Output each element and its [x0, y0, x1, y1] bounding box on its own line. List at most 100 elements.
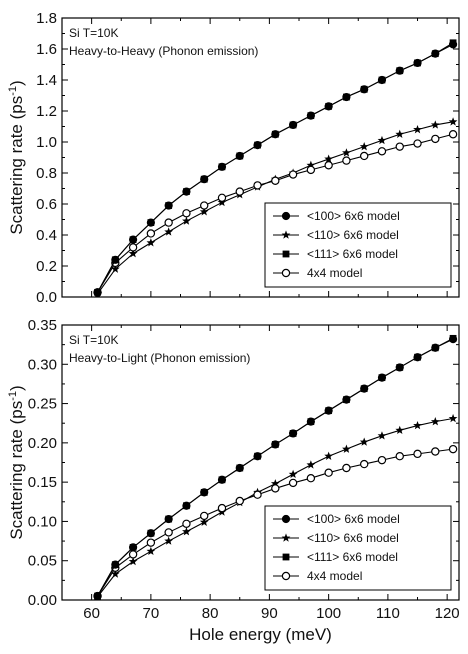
- chart-1-y-tick-label: 0.8: [36, 165, 57, 182]
- chart-2-data-point: [378, 374, 386, 382]
- chart-2-legend-marker: [282, 553, 290, 561]
- chart-2-data-point: [324, 451, 334, 460]
- chart-1-legend-label: <110> 6x6 model: [307, 228, 399, 242]
- chart-1-annotation-line: Heavy-to-Heavy (Phonon emission): [69, 44, 258, 58]
- chart-1-y-axis-label-main: Scattering rate (ps: [7, 96, 26, 235]
- chart-1-legend-label: <100> 6x6 model: [307, 209, 400, 223]
- chart-2-y-tick-label: 0.30: [28, 356, 57, 373]
- chart-2-data-point: [129, 543, 137, 551]
- chart-2-data-point: [413, 420, 422, 430]
- chart-2-data-point: [360, 385, 368, 393]
- chart-1-data-point: [217, 193, 227, 202]
- chart-1-data-point: [288, 170, 298, 179]
- chart-2-legend-label: 4x4 model: [307, 569, 362, 583]
- chart-2-data-point: [289, 430, 297, 437]
- chart-2-data-point: [147, 529, 155, 537]
- chart-2-data-point: [164, 536, 174, 545]
- chart-2-x-tick-label: 70: [143, 605, 160, 622]
- chart-2-x-tick-label: 110: [376, 605, 400, 622]
- chart-2-x-tick-label: 80: [202, 605, 219, 622]
- chart-2-x-tick-label: 120: [435, 605, 460, 622]
- chart-2-data-point: [146, 538, 156, 547]
- chart-1-y-axis-label-close: ): [7, 80, 26, 86]
- chart-1-data-point: [307, 112, 315, 120]
- chart-1-data-point: [306, 165, 316, 175]
- chart-2-data-point: [128, 550, 138, 559]
- chart-2-data-point: [431, 447, 440, 456]
- chart-2-data-point: [164, 528, 173, 537]
- chart-2-data-point: [395, 425, 405, 435]
- chart-1-data-point: [217, 197, 227, 207]
- chart-2-data-point: [448, 444, 458, 454]
- chart-1-data-point: [359, 142, 369, 151]
- chart-2-data-point: [288, 469, 298, 479]
- chart-2-data-point: [396, 364, 404, 371]
- chart-2-data-point: [182, 527, 191, 536]
- chart-1-legend-marker: [281, 230, 291, 239]
- chart-1-y-tick-label: 1.4: [36, 72, 57, 89]
- chart-2-y-tick-label: 0.15: [28, 474, 57, 491]
- chart-2-y-axis-label-close: ): [7, 385, 26, 391]
- chart-2-panel: 0.00 0.05 0.10 0.15 0.20 0.25 0.30 0.35 60 70 80 90…: [7, 317, 460, 644]
- chart-1-data-point: [199, 207, 209, 216]
- chart-2-data-point: [253, 490, 262, 499]
- chart-1-data-point: [325, 102, 333, 110]
- chart-2-legend-marker: [281, 533, 291, 542]
- chart-2-x-tick-label: 90: [261, 605, 278, 622]
- chart-1-data-point: [182, 216, 191, 225]
- chart-1-data-point: [271, 176, 280, 185]
- chart-2-data-point: [199, 517, 209, 526]
- chart-2-data-point: [200, 488, 208, 496]
- chart-2-data-point: [448, 413, 458, 423]
- chart-1-y-tick-label: 0.0: [36, 289, 57, 306]
- chart-1-data-point: [306, 160, 316, 169]
- chart-1-data-point: [200, 175, 208, 183]
- chart-1-data-point: [343, 93, 350, 101]
- chart-1-data-point: [414, 59, 421, 67]
- chart-2-data-point: [111, 561, 119, 569]
- chart-2-y-axis-label-main: Scattering rate (ps: [7, 401, 26, 540]
- chart-1-data-point: [449, 39, 457, 47]
- chart-2-data-point: [235, 496, 244, 506]
- chart-1-data-point: [359, 151, 369, 161]
- chart-2-data-point: [254, 452, 261, 460]
- chart-2-data-point: [377, 455, 387, 465]
- chart-2-data-point: [359, 459, 369, 469]
- chart-2-data-point: [359, 437, 369, 446]
- chart-2-data-point: [271, 441, 279, 448]
- chart-2-data-point: [307, 418, 315, 426]
- chart-2-data-point: [342, 463, 351, 473]
- chart-1-y-tick-label: 1.2: [36, 103, 57, 120]
- chart-1-data-point: [448, 130, 458, 139]
- chart-1-data-point: [94, 288, 101, 296]
- chart-1-data-point: [431, 134, 440, 144]
- chart-2-data-point: [146, 546, 156, 556]
- chart-1-data-point: [254, 141, 261, 149]
- chart-1-data-point: [324, 161, 333, 170]
- chart-1-data-point: [128, 243, 138, 252]
- chart-2-data-point: [413, 449, 422, 459]
- chart-2-annotation-line: Heavy-to-Light (Phonon emission): [69, 351, 250, 365]
- chart-2-data-point: [271, 484, 280, 493]
- chart-2-data-point: [217, 503, 227, 513]
- chart-2-y-tick-label: 0.20: [28, 435, 57, 452]
- chart-2-data-point: [200, 511, 209, 521]
- chart-1-data-point: [146, 238, 156, 247]
- chart-1-legend: <100> 6x6 model <110> 6x6 model <111> 6x6 …: [264, 202, 452, 288]
- chart-1-data-point: [128, 249, 138, 258]
- chart-1-data-point: [164, 218, 173, 227]
- chart-2-data-point: [395, 452, 404, 461]
- chart-1-data-point: [253, 181, 262, 190]
- chart-1-annotation-line: Si T=10K: [69, 26, 118, 40]
- chart-1-data-point: [395, 142, 404, 151]
- chart-1-data-point: [377, 147, 387, 156]
- chart-1-data-point: [396, 67, 404, 75]
- chart-1-data-point: [413, 139, 422, 148]
- chart-2-data-point: [183, 502, 190, 510]
- chart-1-y-axis-label-superscript: -1: [7, 86, 19, 96]
- chart-1-data-point: [165, 202, 173, 209]
- chart-1-y-tick-label: 0.2: [36, 258, 57, 275]
- chart-2-y-tick-label: 0.35: [28, 317, 57, 334]
- chart-2-x-axis-label: Hole energy (meV): [189, 625, 332, 644]
- chart-2-data-point: [306, 460, 316, 469]
